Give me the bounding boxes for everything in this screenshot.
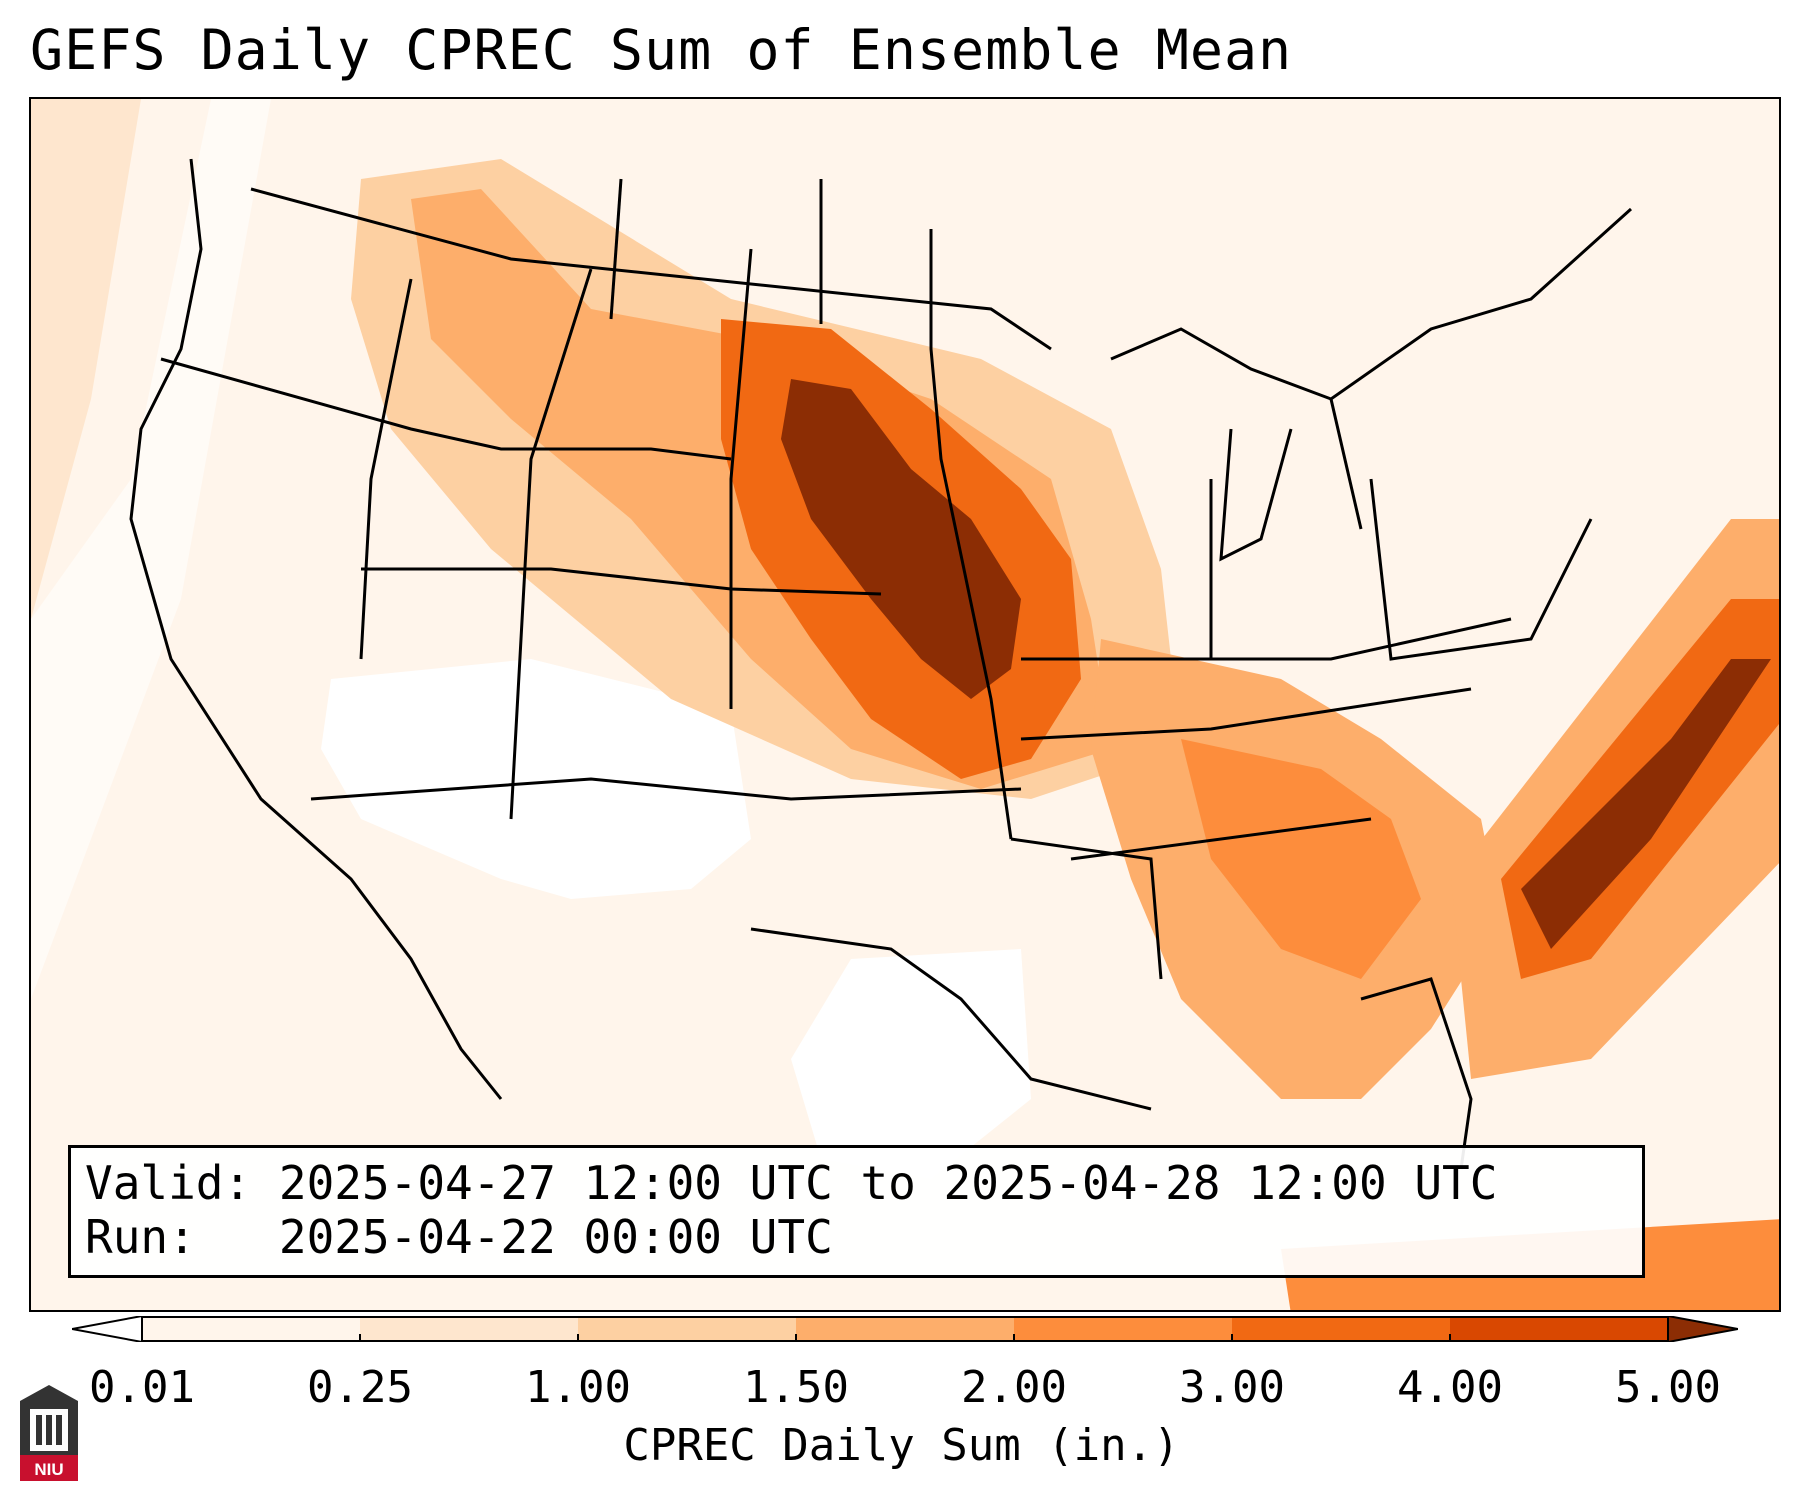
colorbar-tick-label: 2.00 (961, 1362, 1067, 1413)
valid-value: 2025-04-27 12:00 UTC to 2025-04-28 12:00… (278, 1156, 1498, 1210)
niu-logo-icon: NIU (20, 1385, 78, 1481)
colorbar-tick-label: 1.00 (525, 1362, 631, 1413)
colorbar-label: CPREC Daily Sum (in.) (623, 1420, 1180, 1471)
svg-text:NIU: NIU (34, 1460, 63, 1479)
colorbar-segment (796, 1316, 1015, 1342)
valid-label: Valid: (85, 1156, 252, 1210)
run-label: Run: (85, 1210, 196, 1264)
colorbar-tick-label: 0.25 (307, 1362, 413, 1413)
state-boundaries (129, 158, 1633, 1170)
colorbar-tick-label: 5.00 (1615, 1362, 1721, 1413)
colorbar-tick-label: 1.50 (743, 1362, 849, 1413)
colorbar-segment (142, 1316, 361, 1342)
southwest-dry-region (321, 659, 751, 899)
map-panel: Valid: 2025-04-27 12:00 UTC to 2025-04-2… (29, 97, 1781, 1312)
run-value: 2025-04-22 00:00 UTC (278, 1210, 833, 1264)
colorbar-segment (1232, 1316, 1451, 1342)
colorbar-segment (360, 1316, 579, 1342)
colorbar-tick-label: 3.00 (1179, 1362, 1285, 1413)
precipitation-map (31, 99, 1779, 1310)
colorbar (72, 1316, 1738, 1342)
colorbar-segment (578, 1316, 797, 1342)
colorbar-tick-label: 0.01 (89, 1362, 195, 1413)
validity-info-box: Valid: 2025-04-27 12:00 UTC to 2025-04-2… (68, 1145, 1645, 1278)
map-title: GEFS Daily CPREC Sum of Ensemble Mean (30, 18, 1293, 82)
colorbar-tick-label: 4.00 (1397, 1362, 1503, 1413)
colorbar-segment (1450, 1316, 1669, 1342)
colorbar-extend-low (72, 1316, 143, 1342)
colorbar-segment (1014, 1316, 1233, 1342)
pacific-precip-band (31, 99, 141, 619)
colorbar-extend-high (1667, 1316, 1738, 1342)
